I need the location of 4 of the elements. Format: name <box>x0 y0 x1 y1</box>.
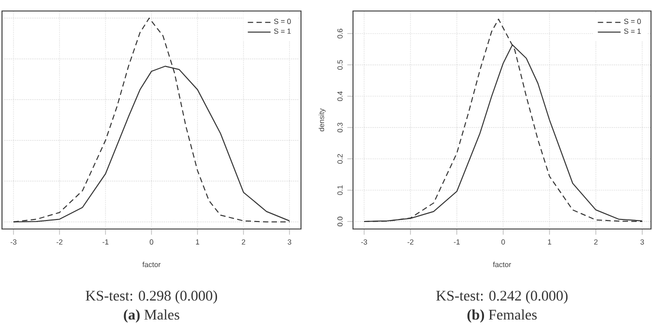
text: KS-test: 0.242 (0.000) <box>436 290 568 304</box>
text: (b) Females <box>467 309 537 323</box>
text: KS-test: 0.298 (0.000) <box>86 290 218 304</box>
text: (a) Males <box>124 309 180 323</box>
